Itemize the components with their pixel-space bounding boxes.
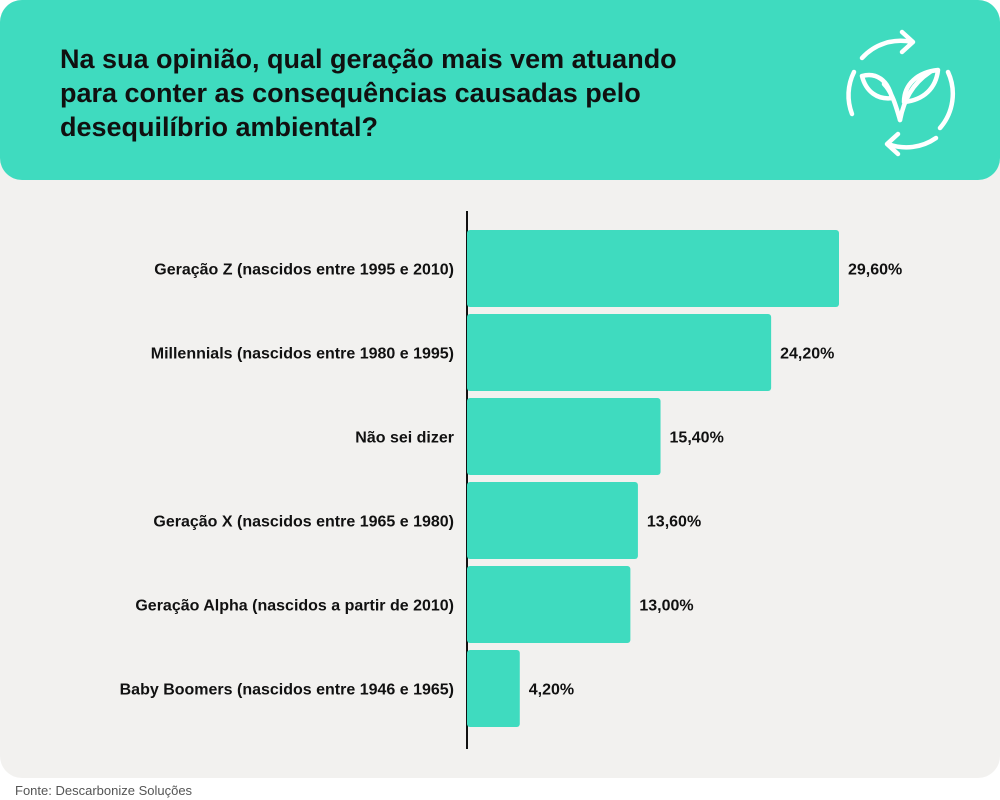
source-note: Fonte: Descarbonize Soluções bbox=[15, 783, 193, 798]
category-label: Geração Alpha (nascidos a partir de 2010… bbox=[135, 598, 454, 615]
value-label: 24,20% bbox=[780, 346, 834, 363]
page-title: Na sua opinião, qual geração mais vem at… bbox=[60, 44, 677, 142]
header-banner: Na sua opinião, qual geração mais vem at… bbox=[0, 0, 1000, 180]
bar bbox=[467, 482, 638, 559]
bar bbox=[467, 314, 772, 391]
bar bbox=[467, 398, 661, 475]
category-label: Baby Boomers (nascidos entre 1946 e 1965… bbox=[120, 682, 454, 699]
value-label: 29,60% bbox=[848, 262, 902, 279]
category-label: Não sei dizer bbox=[355, 430, 454, 447]
bar bbox=[467, 566, 631, 643]
category-label: Geração Z (nascidos entre 1995 e 2010) bbox=[154, 262, 454, 279]
value-label: 13,60% bbox=[647, 514, 701, 531]
recycle-leaf-icon bbox=[846, 29, 956, 157]
category-label: Geração X (nascidos entre 1965 e 1980) bbox=[153, 514, 454, 531]
bar bbox=[467, 650, 520, 727]
bar-chart: Geração Z (nascidos entre 1995 e 2010) 29… bbox=[120, 211, 902, 749]
value-label: 4,20% bbox=[529, 682, 574, 699]
category-label: Millennials (nascidos entre 1980 e 1995) bbox=[151, 346, 454, 363]
value-label: 15,40% bbox=[670, 430, 724, 447]
bar bbox=[467, 230, 839, 307]
value-label: 13,00% bbox=[639, 598, 693, 615]
